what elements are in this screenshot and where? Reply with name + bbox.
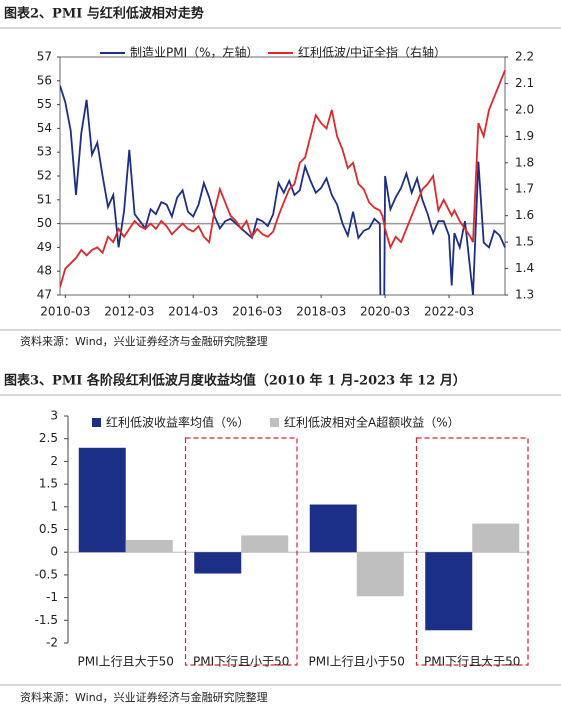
highlight-box <box>184 437 298 666</box>
y-tick-label: 1 <box>50 499 58 513</box>
y-tick-label: 50 <box>37 216 52 230</box>
y-tick-label: 3 <box>50 409 58 423</box>
y2-tick-label: 2.0 <box>515 102 534 116</box>
x-tick-label: PMI上行且小于50 <box>309 655 405 669</box>
legend-swatch <box>270 418 279 427</box>
y-tick-label: 0.5 <box>39 522 58 536</box>
bar <box>78 447 126 553</box>
chart-title: 图表3、PMI 各阶段红利低波月度收益均值（2010 年 1 月-2023 年 … <box>4 373 466 389</box>
y-tick-label: 56 <box>37 73 52 87</box>
y2-tick-label: 1.6 <box>515 208 534 222</box>
y-tick-label: 47 <box>37 288 52 302</box>
y-tick-label: 51 <box>37 192 52 206</box>
legend-label: 红利低波相对全A超额收益（%） <box>284 415 460 430</box>
bar <box>309 504 357 553</box>
y2-tick-label: 2.2 <box>515 50 534 64</box>
x-tick-label: 2010-03 <box>40 305 90 319</box>
y-tick-label: 55 <box>37 97 52 111</box>
y-tick-label: -1 <box>46 590 58 604</box>
y-tick-label: 49 <box>37 240 52 254</box>
y-tick-label: 57 <box>37 50 52 64</box>
y-tick-label: -2 <box>46 636 58 650</box>
legend-swatch <box>92 418 101 427</box>
x-tick-label: 2020-03 <box>360 305 410 319</box>
y-tick-label: -1.5 <box>35 613 58 627</box>
y-tick-label: 0 <box>50 545 58 559</box>
x-tick-label: PMI下行且大于50 <box>424 655 520 669</box>
x-tick-label: PMI上行且大于50 <box>78 655 174 669</box>
bar <box>125 539 173 553</box>
x-tick-label: 2014-03 <box>168 305 218 319</box>
y2-tick-label: 1.9 <box>515 129 534 143</box>
y2-tick-label: 2.1 <box>515 76 534 90</box>
legend-label: 红利低波收益率均值（%） <box>106 415 249 430</box>
y-tick-label: 53 <box>37 145 52 159</box>
source: 资料来源：Wind，兴业证券经济与金融研究院整理 <box>20 334 268 348</box>
bar <box>241 535 289 553</box>
y-tick-label: 48 <box>37 264 52 278</box>
highlight-box <box>415 437 529 666</box>
y2-tick-label: 1.3 <box>515 288 534 302</box>
series-line <box>60 69 506 288</box>
y2-tick-label: 1.5 <box>515 235 534 249</box>
y-tick-label: 2 <box>50 454 58 468</box>
x-tick-label: 2016-03 <box>232 305 282 319</box>
bar <box>194 552 242 574</box>
source: 资料来源：Wind，兴业证券经济与金融研究院整理 <box>20 690 268 704</box>
x-tick-label: 2012-03 <box>104 305 154 319</box>
x-tick-label: 2018-03 <box>296 305 346 319</box>
legend-label: 红利低波/中证全指（右轴） <box>298 45 446 60</box>
y2-tick-label: 1.8 <box>515 155 534 169</box>
y-tick-label: -0.5 <box>35 567 58 581</box>
y-tick-label: 54 <box>37 121 52 135</box>
bar <box>356 552 404 597</box>
y2-tick-label: 1.7 <box>515 182 534 196</box>
legend-label: 制造业PMI（%，左轴） <box>130 45 259 60</box>
y-tick-label: 2.5 <box>39 431 58 445</box>
y-tick-label: 1.5 <box>39 477 58 491</box>
series-line <box>60 85 506 295</box>
x-tick-label: PMI下行且小于50 <box>193 655 289 669</box>
x-tick-label: 2022-03 <box>424 305 474 319</box>
chart-title: 图表2、PMI 与红利低波相对走势 <box>4 6 204 22</box>
y2-tick-label: 1.4 <box>515 261 534 275</box>
bar <box>472 523 520 553</box>
bar <box>425 552 473 631</box>
y-tick-label: 52 <box>37 169 52 183</box>
